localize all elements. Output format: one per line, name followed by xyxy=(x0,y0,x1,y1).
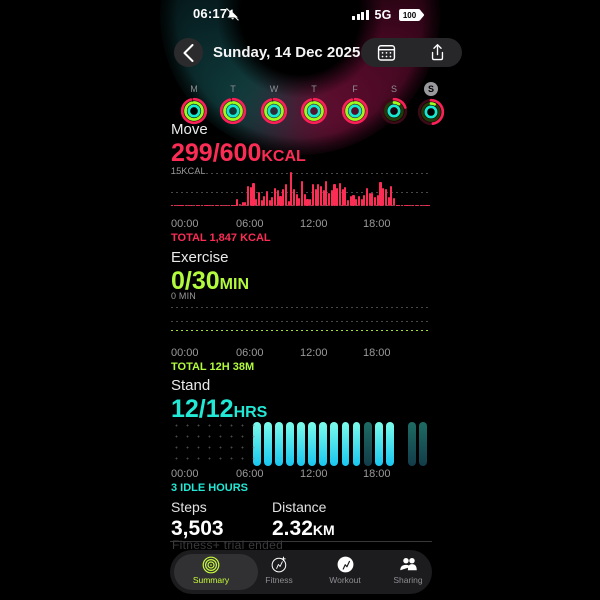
svg-text:100: 100 xyxy=(402,11,416,20)
